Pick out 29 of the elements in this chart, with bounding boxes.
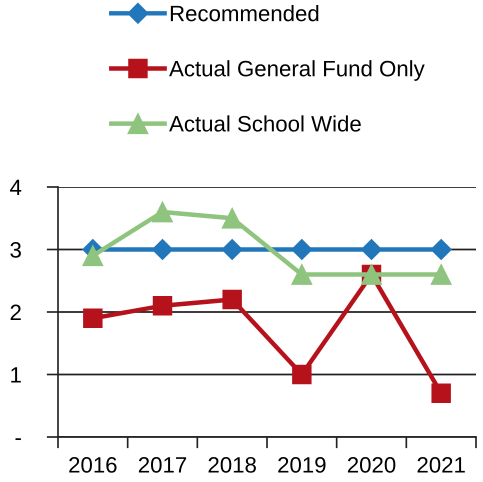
point — [430, 264, 452, 285]
point — [291, 238, 312, 260]
x-tick-label: 2020 — [348, 457, 396, 473]
x-tick-label: 2017 — [138, 457, 186, 473]
legend-label: Recommended — [170, 5, 318, 22]
point — [292, 364, 312, 384]
point — [152, 202, 173, 222]
point — [83, 308, 103, 328]
y-tick-label: 3 — [10, 242, 21, 258]
x-tick-label: 2019 — [278, 457, 326, 473]
point — [360, 238, 382, 260]
point — [152, 296, 172, 316]
legend-label: Actual School Wide — [169, 115, 361, 132]
x-tick-label: 2018 — [208, 457, 256, 473]
point — [152, 238, 174, 260]
x-tick-label: 2016 — [69, 457, 117, 473]
y-tick-label: 1 — [11, 367, 21, 383]
point — [431, 384, 451, 403]
point — [430, 238, 452, 260]
y-tick-label: 2 — [10, 304, 21, 320]
point — [222, 208, 243, 229]
point — [82, 245, 104, 266]
x-tick-label: 2021 — [418, 457, 465, 473]
legend-label: Actual General Fund Only — [169, 60, 425, 81]
point — [222, 290, 242, 310]
point — [291, 264, 312, 285]
y-tick-label: - — [15, 438, 21, 440]
y-tick-label: 4 — [10, 180, 22, 196]
point — [222, 238, 243, 260]
